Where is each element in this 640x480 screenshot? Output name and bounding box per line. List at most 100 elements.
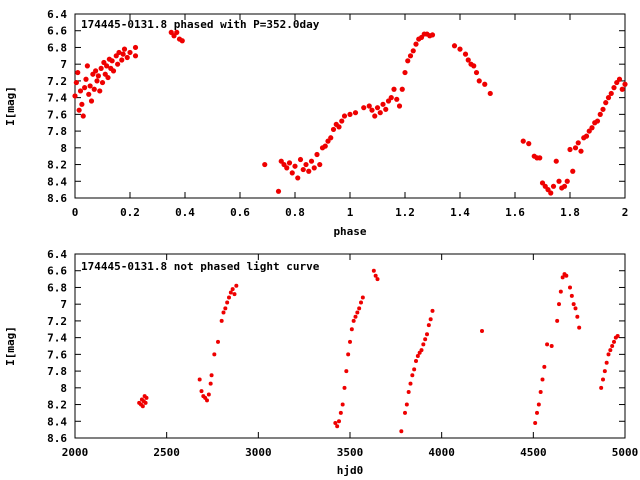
unphased-ticks: 2000 2500 3000 3500 4000 4500 5000 6.4 6.6 6.8 7 7.… xyxy=(47,248,638,459)
phased-data-point xyxy=(116,49,122,56)
phased-data-point xyxy=(457,46,463,52)
phased-y-tick-label: 6.4 xyxy=(47,8,67,21)
phased-data-point xyxy=(556,178,562,184)
phased-x-tick-label: 0 xyxy=(72,206,79,219)
phased-x-tick-label: 1 xyxy=(347,206,354,219)
unphased-y-tick-label: 7.2 xyxy=(47,315,67,328)
phased-data-point xyxy=(83,76,89,82)
unphased-x-axis-title: hjd0 xyxy=(337,464,364,477)
phased-x-tick-label: 1.6 xyxy=(505,206,525,219)
unphased-data-point xyxy=(426,323,431,328)
phased-data-point xyxy=(391,86,397,92)
phased-y-tick-label: 6.6 xyxy=(47,25,67,38)
unphased-data-point xyxy=(205,398,209,403)
phased-data-point xyxy=(95,73,101,79)
unphased-y-tick-label: 7.8 xyxy=(47,365,67,378)
unphased-data-point xyxy=(612,339,616,344)
unphased-data-point xyxy=(206,392,211,397)
phased-data-point xyxy=(451,43,458,49)
unphased-data-point xyxy=(569,293,574,298)
phased-data-point xyxy=(121,46,128,52)
unphased-data-point xyxy=(216,339,220,344)
unphased-data-point xyxy=(414,359,418,364)
phased-data-point xyxy=(570,168,576,174)
unphased-data-point xyxy=(533,420,538,425)
phased-data-point xyxy=(594,118,601,124)
phased-data-point xyxy=(174,29,180,35)
phased-data-point xyxy=(619,86,625,92)
unphased-chart-title: 174445-0131.8 not phased light curve xyxy=(81,260,320,273)
unphased-data-point xyxy=(346,352,351,357)
unphased-data-point xyxy=(606,352,611,357)
phased-data-point xyxy=(396,103,403,109)
phased-data-point xyxy=(311,165,317,171)
phased-data-point xyxy=(616,76,623,82)
phased-data-point xyxy=(482,81,488,87)
phased-data-point xyxy=(93,68,99,74)
phased-data-point xyxy=(284,165,290,171)
phased-data-point xyxy=(603,100,609,106)
unphased-y-tick-label: 8.2 xyxy=(47,399,67,412)
unphased-data-point xyxy=(406,390,411,394)
unphased-data-point xyxy=(430,308,435,313)
phased-data-point xyxy=(473,69,480,76)
phased-data-points xyxy=(72,29,628,196)
phased-y-tick-label: 7.6 xyxy=(47,108,67,121)
unphased-y-tick-label: 7.4 xyxy=(47,332,67,345)
unphased-data-point xyxy=(349,327,354,332)
unphased-data-point xyxy=(208,381,213,386)
unphased-data-point xyxy=(545,342,550,347)
unphased-x-tick-label: 2500 xyxy=(153,446,180,459)
unphased-data-point xyxy=(425,332,429,337)
phased-data-point xyxy=(600,106,606,112)
unphased-data-point xyxy=(342,385,347,390)
unphased-data-point xyxy=(223,306,228,311)
phased-data-point xyxy=(361,105,367,111)
phased-data-point xyxy=(597,111,603,117)
unphased-data-point xyxy=(373,273,378,278)
phased-data-point xyxy=(347,111,353,117)
phased-data-point xyxy=(110,68,117,74)
phased-data-point xyxy=(127,49,133,56)
phased-data-point xyxy=(339,118,345,124)
unphased-data-point xyxy=(212,352,217,357)
phased-data-point xyxy=(119,57,125,63)
phased-data-point xyxy=(553,158,559,164)
unphased-data-point xyxy=(333,420,338,425)
phased-data-point xyxy=(410,48,416,54)
phased-x-tick-label: 0.8 xyxy=(285,206,305,219)
unphased-data-point xyxy=(337,419,341,424)
phased-data-point xyxy=(79,101,85,107)
phased-data-point xyxy=(275,188,282,194)
unphased-data-point xyxy=(549,344,554,348)
unphased-data-point xyxy=(540,377,545,382)
phased-data-point xyxy=(465,57,471,63)
phased-data-point xyxy=(303,161,309,168)
unphased-y-tick-label: 6.6 xyxy=(47,265,67,278)
phased-data-point xyxy=(322,143,328,149)
phased-data-point xyxy=(328,135,334,141)
phased-plot-frame xyxy=(74,13,626,199)
phased-data-point xyxy=(98,65,104,71)
unphased-y-tick-label: 7 xyxy=(60,298,67,311)
phased-data-point xyxy=(405,58,411,64)
unphased-data-point xyxy=(199,389,204,394)
phased-y-tick-label: 8.6 xyxy=(47,192,67,205)
phased-data-point xyxy=(109,58,115,64)
unphased-y-tick-label: 8 xyxy=(60,382,67,395)
phased-data-point xyxy=(314,151,320,158)
phased-data-point xyxy=(336,124,342,130)
unphased-data-point xyxy=(415,354,420,359)
phased-y-tick-label: 6.8 xyxy=(47,41,67,54)
phased-data-point xyxy=(292,163,298,169)
phased-data-point xyxy=(120,51,126,57)
unphased-data-point xyxy=(353,314,358,319)
phased-data-point xyxy=(115,61,121,67)
unphased-x-tick-label: 3000 xyxy=(245,446,272,459)
unphased-data-point xyxy=(351,318,356,323)
phased-data-point xyxy=(589,125,595,131)
unphased-data-point xyxy=(230,287,235,292)
phased-data-point xyxy=(548,190,554,196)
unphased-data-point xyxy=(412,367,417,372)
